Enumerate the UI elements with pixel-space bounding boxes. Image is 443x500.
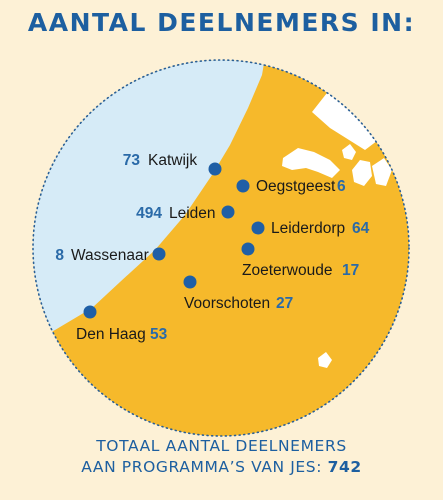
place-count-oegstgeest: 6 bbox=[337, 178, 346, 195]
place-name-voorschoten: Voorschoten bbox=[184, 295, 270, 312]
place-count-leiden: 494 bbox=[136, 205, 162, 222]
total-summary: TOTAAL AANTAL DEELNEMERS AAN PROGRAMMA’S… bbox=[0, 436, 443, 478]
location-marker-leiden bbox=[221, 205, 235, 219]
place-zoeterwoude: Zoeterwoude 17 bbox=[241, 242, 359, 279]
place-name-leiderdorp: Leiderdorp bbox=[271, 220, 345, 237]
location-marker-wassenaar bbox=[152, 247, 166, 261]
place-count-katwijk: 73 bbox=[123, 152, 141, 169]
lakes bbox=[282, 144, 392, 368]
location-marker-leiderdorp bbox=[251, 221, 265, 235]
total-summary-prefix: AAN PROGRAMMA’S VAN JES: bbox=[81, 458, 328, 476]
place-den-haag: Den Haag 53 bbox=[76, 305, 168, 343]
map-border bbox=[32, 59, 410, 437]
place-name-zoeterwoude: Zoeterwoude bbox=[242, 262, 332, 279]
place-leiden: 494 Leiden bbox=[136, 205, 235, 222]
place-katwijk: 73 Katwijk bbox=[123, 152, 222, 176]
place-name-leiden: Leiden bbox=[169, 205, 216, 222]
place-count-leiderdorp: 64 bbox=[352, 220, 370, 237]
place-name-oegstgeest: Oegstgeest bbox=[256, 178, 336, 195]
place-wassenaar: 8 Wassenaar bbox=[55, 247, 166, 264]
location-marker-den-haag bbox=[83, 305, 97, 319]
place-oegstgeest: Oegstgeest 6 bbox=[236, 178, 346, 195]
place-count-voorschoten: 27 bbox=[276, 295, 293, 312]
place-count-zoeterwoude: 17 bbox=[342, 262, 359, 279]
place-name-katwijk: Katwijk bbox=[148, 152, 197, 169]
location-marker-zoeterwoude bbox=[241, 242, 255, 256]
place-name-wassenaar: Wassenaar bbox=[71, 247, 149, 264]
place-count-den-haag: 53 bbox=[150, 326, 168, 343]
total-summary-line1: TOTAAL AANTAL DEELNEMERS bbox=[96, 437, 347, 455]
location-marker-oegstgeest bbox=[236, 179, 250, 193]
total-summary-line2: AAN PROGRAMMA’S VAN JES: 742 bbox=[0, 457, 443, 478]
page-title: AANTAL DEELNEMERS IN: bbox=[27, 8, 416, 37]
place-name-den-haag: Den Haag bbox=[76, 326, 146, 343]
place-leiderdorp: Leiderdorp 64 bbox=[251, 220, 370, 237]
place-count-wassenaar: 8 bbox=[55, 247, 64, 264]
place-voorschoten: Voorschoten 27 bbox=[183, 275, 293, 312]
location-marker-katwijk bbox=[208, 162, 222, 176]
location-marker-voorschoten bbox=[183, 275, 197, 289]
total-count: 742 bbox=[327, 458, 362, 476]
